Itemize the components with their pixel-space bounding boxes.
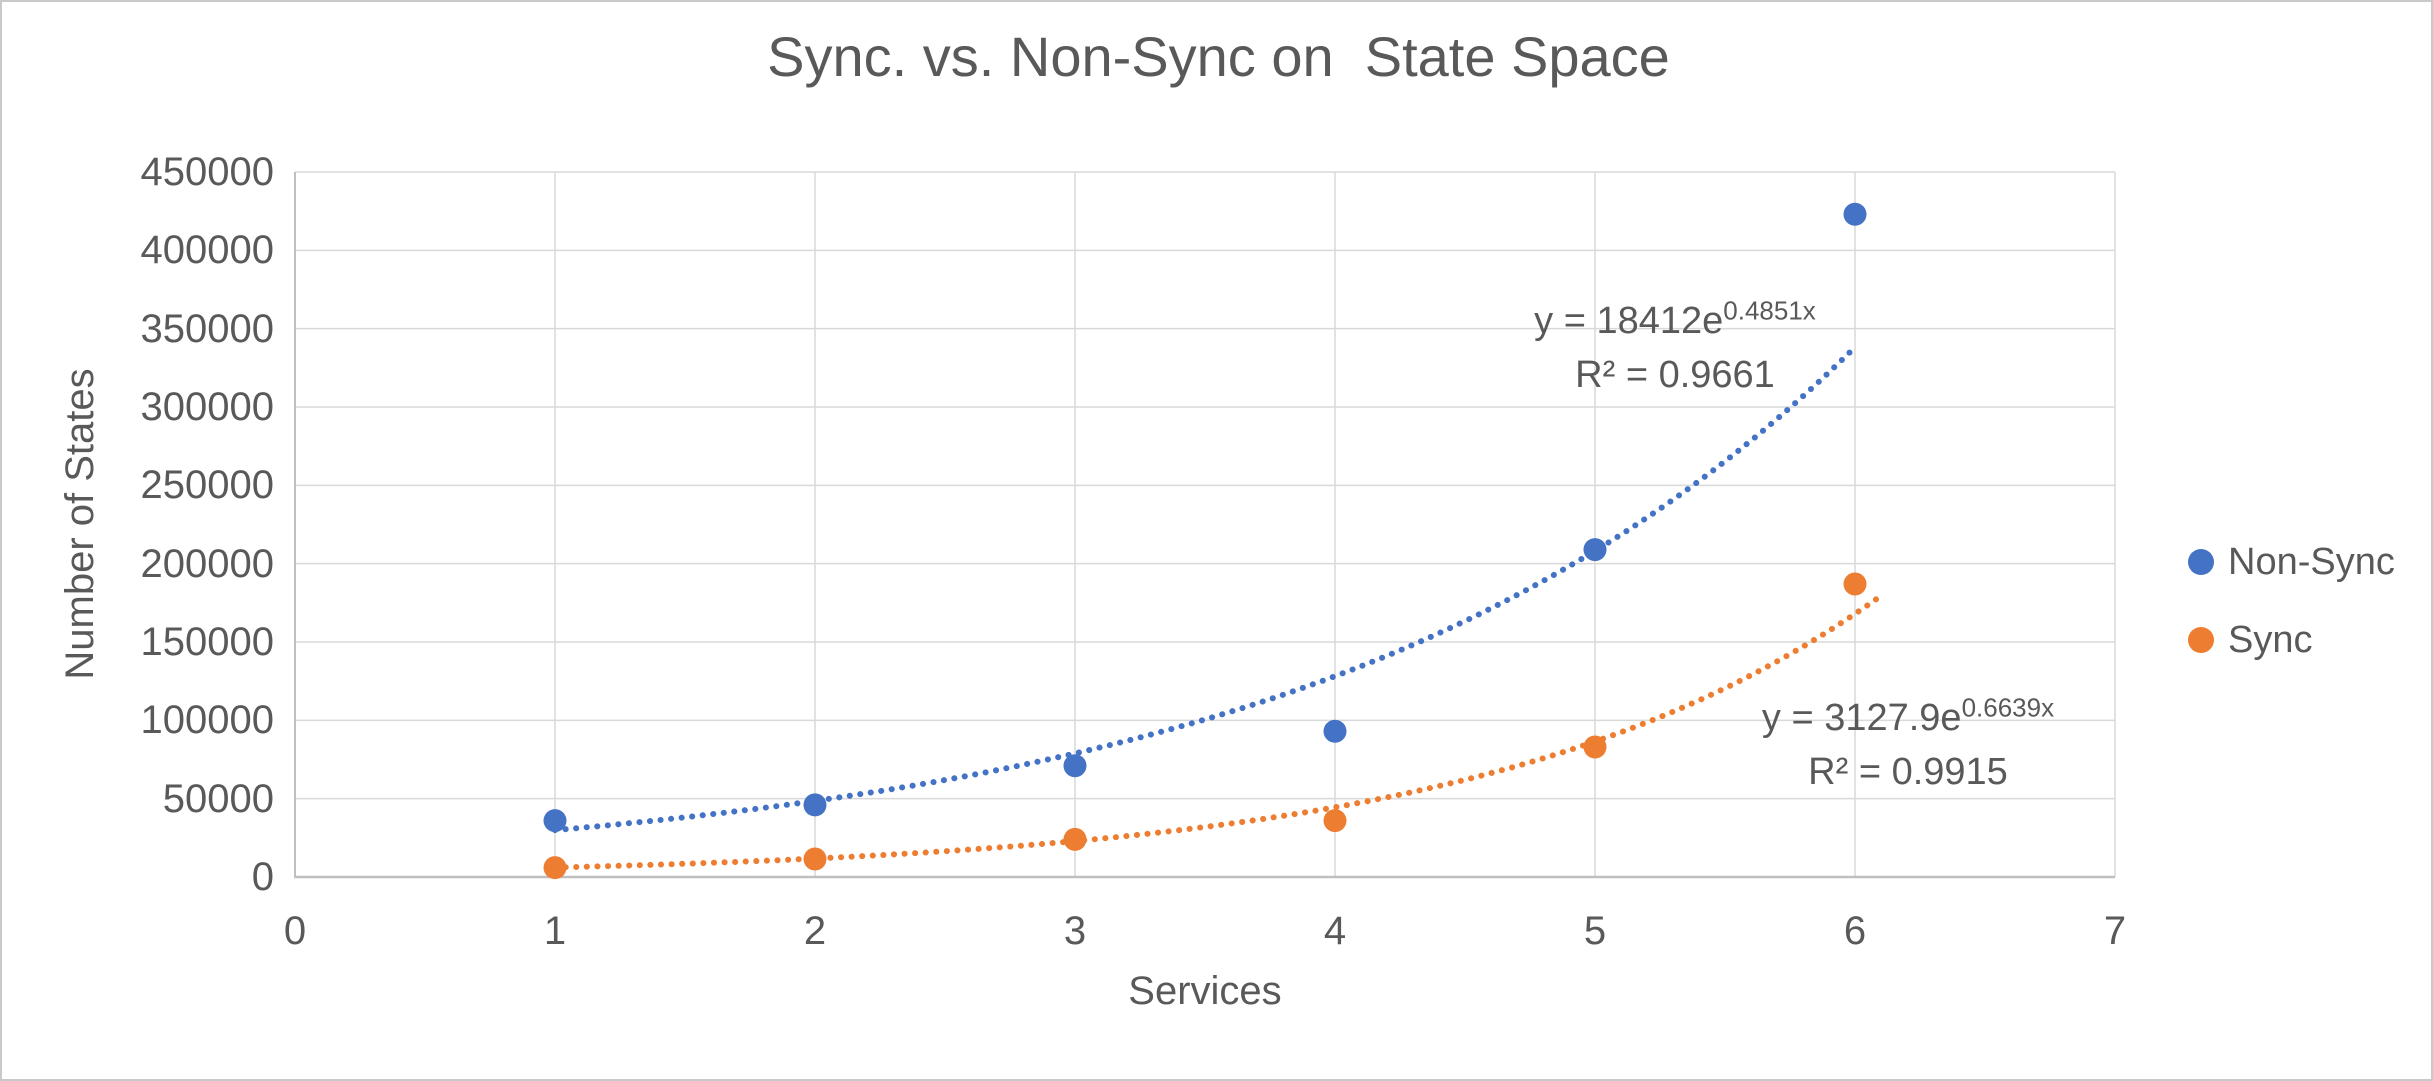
- data-point-sync: [1843, 572, 1867, 596]
- r-squared-text: R² = 0.9915: [1808, 751, 2008, 793]
- legend-label: Sync: [2228, 618, 2313, 661]
- y-tick-label: 400000: [140, 228, 274, 273]
- data-point-non-sync: [1063, 754, 1087, 778]
- x-axis-title: Services: [1128, 969, 1282, 1013]
- y-tick-label: 100000: [140, 698, 274, 743]
- equation-text: y = 18412e0.4851x: [1534, 295, 1816, 342]
- y-tick-label: 250000: [140, 463, 274, 508]
- data-point-sync: [1323, 809, 1347, 833]
- data-point-sync: [543, 856, 567, 880]
- legend-item-sync: Sync: [2188, 618, 2395, 661]
- x-tick-label: 7: [2103, 909, 2127, 953]
- data-point-non-sync: [803, 793, 827, 817]
- legend-item-nonsync: Non-Sync: [2188, 540, 2395, 583]
- y-tick-label: 300000: [140, 385, 274, 429]
- r-squared-text: R² = 0.9661: [1575, 354, 1775, 396]
- data-point-sync: [1583, 735, 1607, 759]
- trendline-equation-nonsync: y = 18412e0.4851x R² = 0.9661: [1425, 294, 1925, 402]
- y-tick-label: 200000: [140, 541, 274, 586]
- x-tick-label: 3: [1063, 909, 1087, 953]
- legend-label: Non-Sync: [2228, 540, 2395, 583]
- data-point-non-sync: [1583, 538, 1607, 562]
- y-tick-label: 150000: [140, 620, 274, 664]
- data-point-non-sync: [1323, 719, 1347, 743]
- x-tick-label: 2: [803, 909, 827, 953]
- x-tick-label: 0: [283, 909, 307, 953]
- x-tick-label: 1: [543, 909, 567, 953]
- data-point-sync: [1063, 827, 1087, 851]
- chart-legend: Non-Sync Sync: [2188, 540, 2395, 698]
- y-tick-label: 50000: [162, 776, 274, 821]
- data-point-sync: [803, 847, 827, 871]
- y-tick-label: 0: [251, 855, 274, 899]
- y-tick-label: 350000: [140, 306, 274, 351]
- x-tick-label: 6: [1843, 909, 1867, 953]
- trendline-equation-sync: y = 3127.9e0.6639x R² = 0.9915: [1658, 691, 2158, 799]
- x-tick-label: 4: [1323, 909, 1347, 953]
- equation-text: y = 3127.9e0.6639x: [1761, 692, 2055, 739]
- y-tick-label: 450000: [140, 150, 274, 194]
- x-tick-label: 5: [1583, 909, 1607, 953]
- legend-marker-nonsync-icon: [2188, 549, 2214, 575]
- trendline-sync: [552, 592, 1884, 871]
- chart-title: Sync. vs. Non-Sync on State Space: [767, 25, 1670, 88]
- data-point-non-sync: [543, 809, 567, 833]
- legend-marker-sync-icon: [2188, 627, 2214, 653]
- data-point-non-sync: [1843, 202, 1867, 226]
